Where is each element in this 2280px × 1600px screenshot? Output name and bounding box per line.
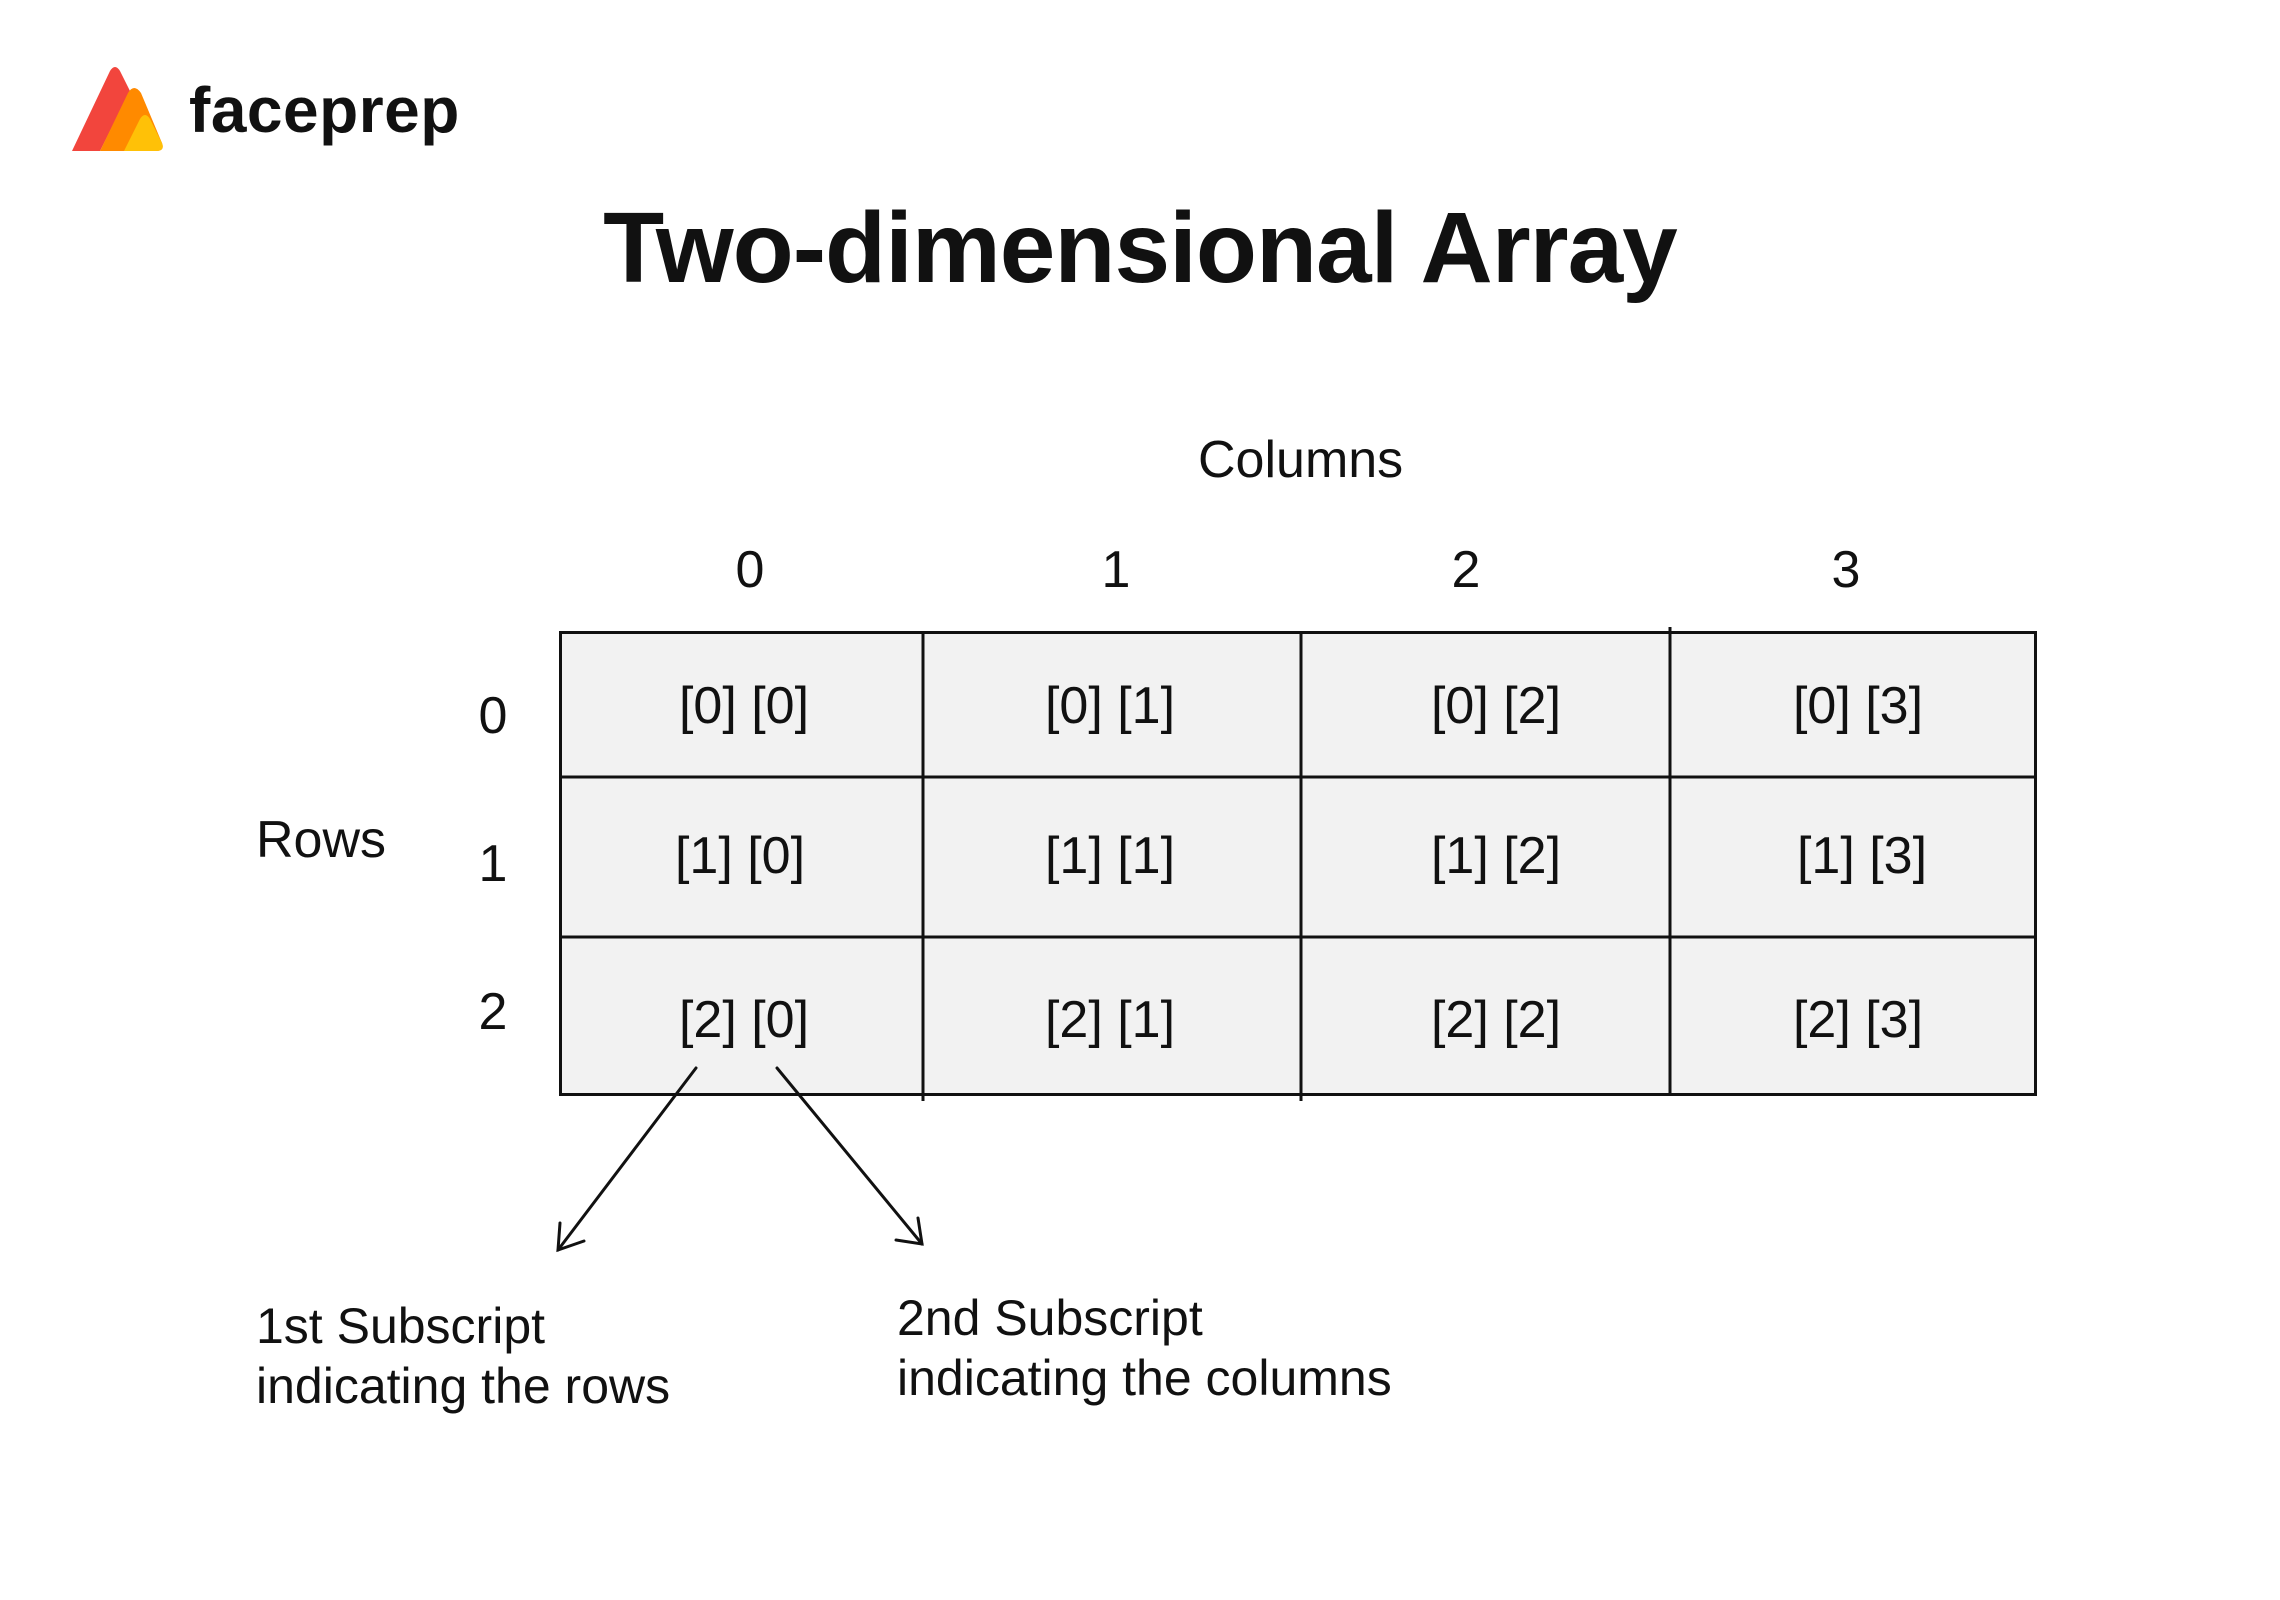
cell-2-2: [2] [2] (1430, 991, 1562, 1049)
row-index-1: 1 (478, 835, 508, 893)
cell-1-3: [1] [3] (1796, 827, 1928, 885)
column-index-0: 0 (735, 541, 765, 599)
cell-0-3: [0] [3] (1792, 677, 1924, 735)
array-grid: [0] [0] [0] [1] [0] [2] [0] [3] [1] [0] … (559, 627, 2037, 1101)
first-subscript-annotation: 1st Subscript indicating the rows (256, 1296, 670, 1416)
brand: faceprep (66, 60, 460, 160)
rows-label: Rows (256, 811, 387, 869)
first-subscript-title: 1st Subscript (256, 1298, 546, 1354)
faceprep-logo-icon (72, 67, 163, 151)
row-index-0: 0 (478, 687, 508, 745)
cell-0-1: [0] [1] (1044, 677, 1176, 735)
cell-0-0: [0] [0] (678, 677, 810, 735)
column-index-3: 3 (1831, 541, 1861, 599)
brand-name: faceprep (189, 74, 460, 146)
cell-0-2: [0] [2] (1430, 677, 1562, 735)
second-subscript-description: indicating the columns (897, 1350, 1392, 1406)
page-title: Two-dimensional Array (603, 192, 1678, 304)
cell-2-1: [2] [1] (1044, 991, 1176, 1049)
column-index-1: 1 (1101, 541, 1131, 599)
cell-2-3: [2] [3] (1792, 991, 1924, 1049)
columns-label: Columns (1198, 431, 1404, 489)
cell-1-0: [1] [0] (674, 827, 806, 885)
row-index-2: 2 (478, 983, 508, 1041)
second-subscript-annotation: 2nd Subscript indicating the columns (897, 1288, 1392, 1408)
cell-1-2: [1] [2] (1430, 827, 1562, 885)
first-subscript-description: indicating the rows (256, 1358, 671, 1414)
cell-1-1: [1] [1] (1044, 827, 1176, 885)
column-index-2: 2 (1451, 541, 1481, 599)
grid-lines (559, 627, 2037, 1101)
cell-2-0: [2] [0] (678, 991, 810, 1049)
second-subscript-title: 2nd Subscript (897, 1290, 1203, 1346)
